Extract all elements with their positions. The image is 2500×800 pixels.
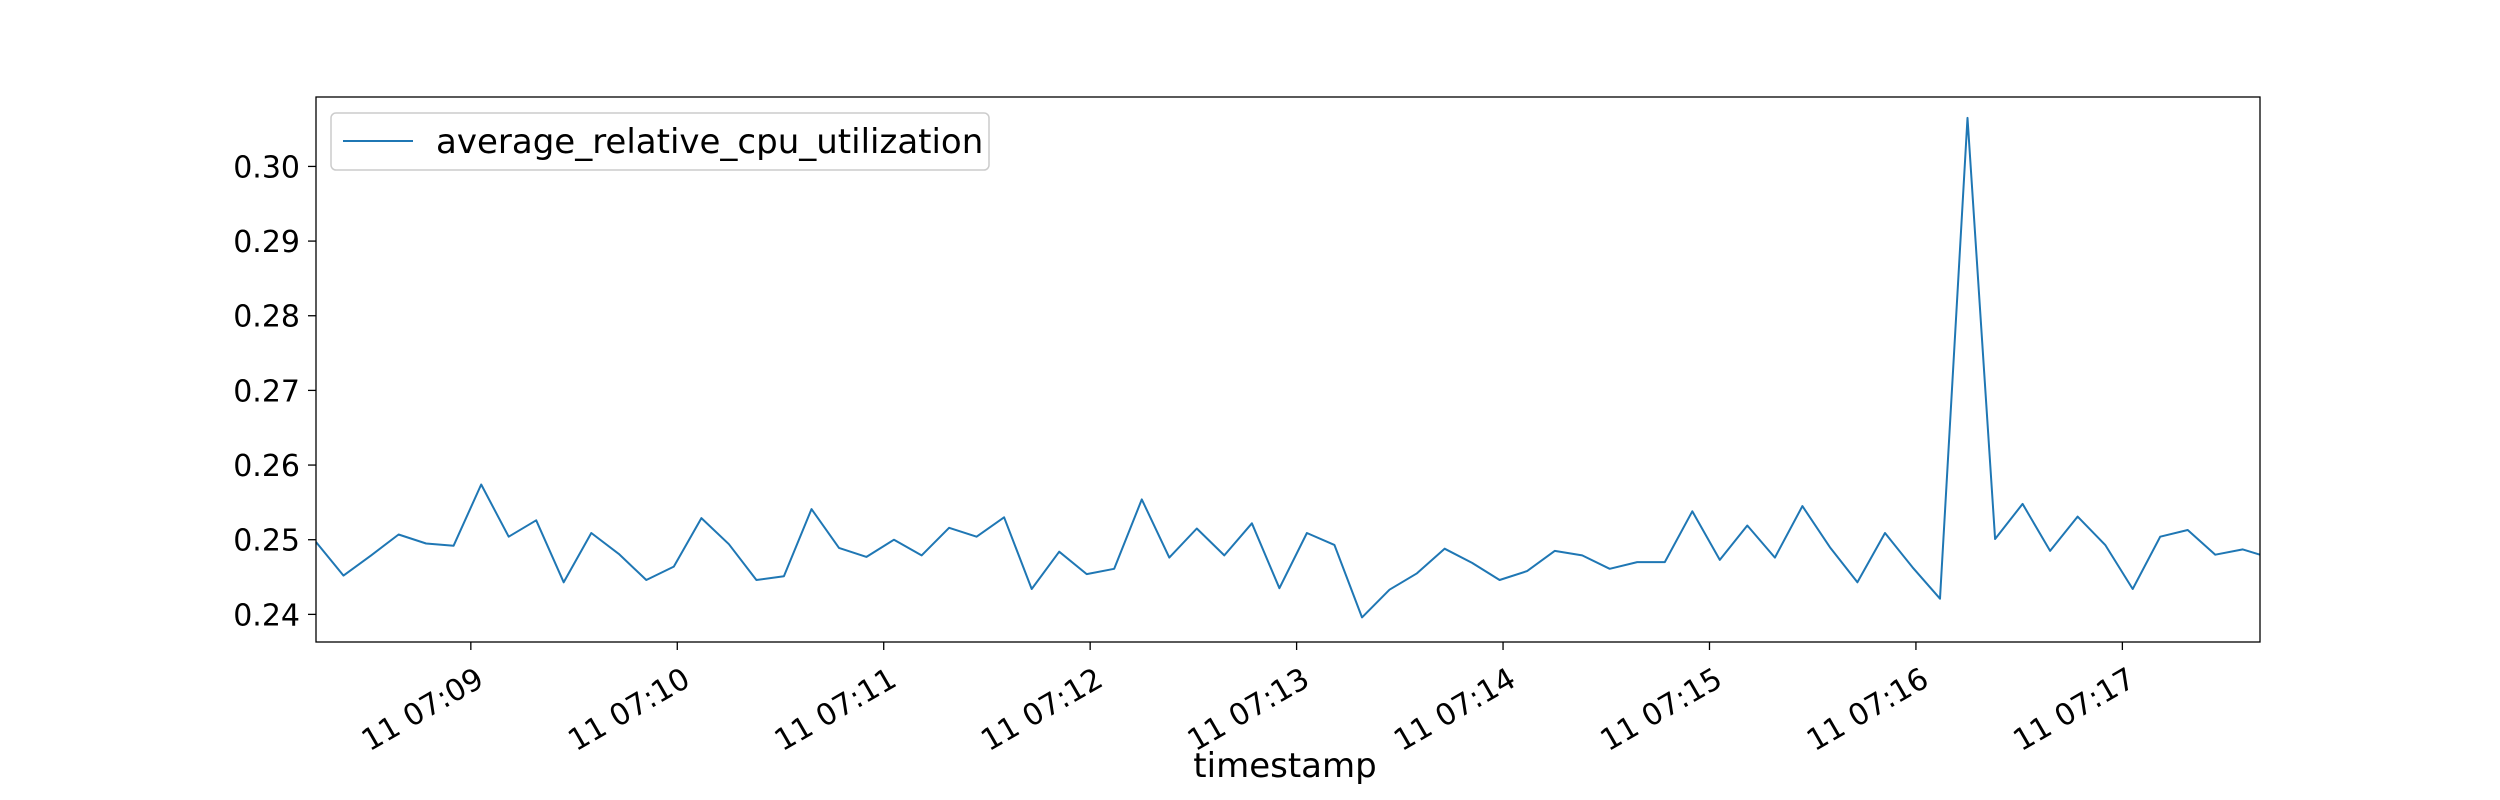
x-tick-label: 11 07:12 — [975, 661, 1109, 758]
x-tick-label: 11 07:13 — [1182, 661, 1316, 758]
y-tick-label: 0.29 — [233, 225, 300, 260]
x-tick-label: 11 07:11 — [769, 661, 903, 758]
legend: average_relative_cpu_utilization — [330, 112, 990, 171]
series-layer — [315, 116, 2261, 619]
legend-box — [330, 112, 990, 171]
x-tick-label: 11 07:15 — [1595, 661, 1729, 758]
plot-frame — [315, 96, 2261, 643]
y-tick-label: 0.25 — [233, 524, 300, 559]
legend-label: average_relative_cpu_utilization — [436, 122, 983, 162]
x-tick-label: 11 07:17 — [2007, 661, 2141, 758]
y-tick-label: 0.28 — [233, 300, 300, 335]
x-tick-label: 11 07:09 — [356, 661, 490, 758]
y-axis: 0.24 0.25 0.26 0.27 0.28 0.29 0.30 — [233, 150, 316, 633]
x-tick-label: 11 07:14 — [1388, 661, 1522, 758]
x-axis-title: timestamp — [1193, 746, 1376, 786]
y-tick-label: 0.30 — [233, 150, 300, 185]
x-tick-label: 11 07:10 — [562, 661, 696, 758]
x-tick-label: 11 07:16 — [1801, 661, 1935, 758]
x-axis: 11 07:09 11 07:10 11 07:11 11 07:12 11 07:13… — [356, 642, 2141, 759]
y-tick-label: 0.27 — [233, 374, 300, 409]
plot-area — [316, 97, 2260, 642]
series-line — [315, 116, 2261, 619]
y-tick-label: 0.26 — [233, 449, 300, 484]
y-tick-label: 0.24 — [233, 598, 300, 633]
